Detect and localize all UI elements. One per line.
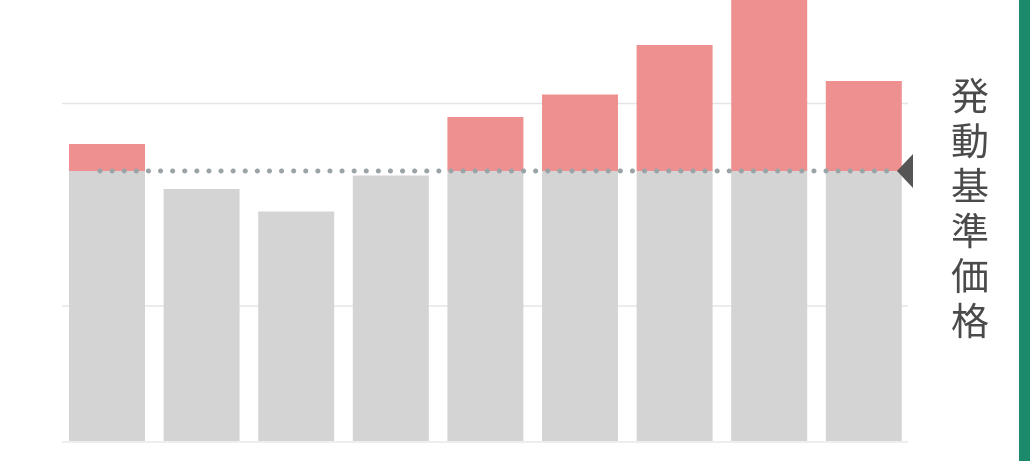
bar-1-base: [69, 171, 145, 441]
bar-3-base: [258, 211, 335, 441]
threshold-label-char-6: 格: [950, 300, 989, 344]
bar-5-excess: [447, 117, 524, 171]
bar-6-excess: [542, 94, 618, 171]
bar-2-base: [163, 189, 240, 441]
bar-7-base: [636, 171, 713, 441]
threshold-marker-icon: [897, 154, 913, 188]
bar-7-excess: [636, 45, 713, 171]
bar-9-base: [825, 171, 902, 441]
bar-6-base: [542, 171, 618, 441]
threshold-label-char-1: 発: [950, 75, 989, 119]
threshold-label: 発動基準価格: [942, 75, 998, 345]
threshold-label-char-3: 基: [950, 165, 989, 209]
threshold-label-char-5: 価: [950, 255, 989, 299]
threshold-label-char-4: 準: [950, 210, 989, 254]
bar-1-excess: [69, 144, 145, 171]
bar-8-excess: [731, 0, 808, 171]
bar-4-base: [352, 175, 429, 441]
threshold-label-char-2: 動: [950, 120, 989, 164]
right-accent-bar: [1019, 0, 1030, 461]
bar-5-base: [447, 171, 524, 441]
bar-9-excess: [825, 81, 902, 171]
bar-8-base: [731, 171, 808, 441]
